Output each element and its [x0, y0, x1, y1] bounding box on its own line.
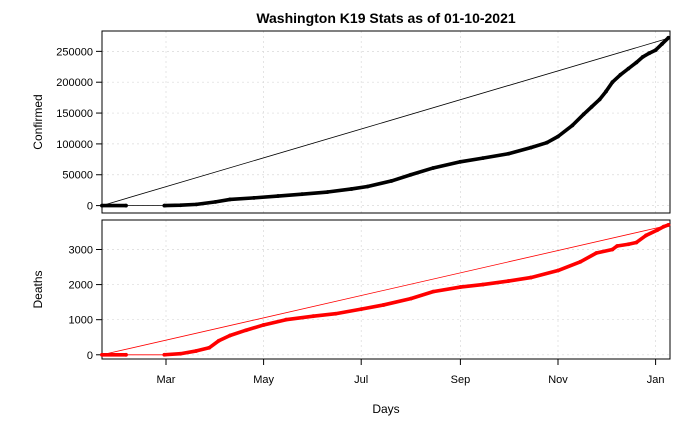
- x-tick-label-5: Jan: [647, 374, 665, 386]
- confirmed-data-point-8: [276, 194, 280, 198]
- deaths-data-point-3: [178, 351, 183, 356]
- confirmed-data-point-34: [660, 42, 664, 46]
- deaths-series-line-2: [162, 223, 671, 357]
- deaths-data-point-28: [644, 233, 648, 238]
- confirmed-y-axis-label: Confirmed: [31, 94, 45, 149]
- deaths-data-point-25: [615, 244, 620, 248]
- confirmed-data-point-0: [100, 203, 104, 208]
- x-tick-label-1: May: [253, 374, 274, 386]
- confirmed-data-point-29: [626, 66, 631, 71]
- confirmed-data-point-30: [634, 60, 639, 65]
- deaths-data-point-0: [100, 352, 104, 357]
- confirmed-data-point-19: [528, 145, 533, 150]
- deaths-plot-frame: [101, 219, 671, 360]
- deaths-data-point-30: [661, 224, 666, 229]
- confirmed-data-point-12: [365, 184, 370, 189]
- deaths-data-point-7: [228, 333, 232, 338]
- deaths-ytick-label-2: 2000: [69, 280, 93, 292]
- x-axis-label: Days: [372, 402, 399, 416]
- confirmed-series-line-2: [162, 35, 671, 208]
- confirmed-ytick-label-2: 100000: [56, 139, 93, 151]
- confirmed-data-point-27: [610, 80, 615, 85]
- confirmed-ytick-label-1: 50000: [62, 170, 93, 182]
- confirmed-reference-line: [101, 37, 671, 206]
- confirmed-data-point-3: [178, 203, 183, 208]
- confirmed-data-point-33: [653, 48, 658, 53]
- confirmed-data-point-22: [570, 123, 575, 128]
- confirmed-data-point-32: [647, 51, 652, 56]
- deaths-reference-line: [101, 224, 671, 356]
- confirmed-data-point-5: [213, 199, 218, 204]
- deaths-data-point-14: [381, 303, 386, 307]
- deaths-data-point-6: [216, 338, 221, 343]
- confirmed-data-point-20: [544, 140, 549, 145]
- x-axis: Mar May Jul Sep Nov Jan: [157, 359, 665, 386]
- confirmed-data-point-15: [431, 166, 436, 170]
- panel-deaths: 0 1000 2000 3000 Deaths: [31, 219, 671, 362]
- x-tick-label-4: Nov: [548, 374, 568, 386]
- confirmed-data-point-9: [300, 192, 304, 197]
- deaths-data-point-17: [458, 285, 463, 289]
- confirmed-data-point-21: [556, 134, 560, 139]
- confirmed-data-point-23: [581, 112, 586, 117]
- chart-title: Washington K19 Stats as of 01-10-2021: [256, 10, 516, 26]
- deaths-data-point-5: [207, 345, 212, 350]
- deaths-ytick-label-1: 1000: [69, 315, 93, 327]
- deaths-data-point-20: [528, 275, 533, 280]
- deaths-data-point-9: [261, 323, 266, 327]
- confirmed-ytick-label-3: 150000: [56, 108, 93, 120]
- confirmed-data-point-1: [124, 203, 128, 208]
- deaths-data-point-13: [359, 307, 364, 312]
- confirmed-ytick-label-5: 250000: [56, 46, 93, 58]
- deaths-data-point-22: [578, 259, 583, 264]
- confirmed-data-point-24: [589, 104, 594, 109]
- deaths-data-point-4: [194, 349, 199, 353]
- confirmed-data-point-7: [252, 195, 256, 200]
- deaths-data-point-24: [610, 247, 615, 252]
- deaths-data-point-2: [162, 352, 167, 357]
- deaths-data-point-26: [626, 242, 631, 247]
- confirmed-data-point-25: [597, 97, 602, 102]
- confirmed-data-point-16: [458, 159, 463, 164]
- confirmed-data-point-13: [389, 179, 394, 183]
- confirmed-data-point-14: [408, 172, 413, 177]
- deaths-data-point-19: [506, 279, 511, 283]
- confirmed-data-point-10: [325, 190, 330, 194]
- confirmed-data-point-4: [194, 202, 199, 207]
- confirmed-ytick-label-4: 200000: [56, 77, 93, 89]
- deaths-ytick-label-0: 0: [87, 350, 93, 362]
- deaths-data-point-27: [634, 240, 639, 245]
- deaths-data-point-18: [480, 282, 485, 287]
- panel-confirmed: 0 50000 100000 150000 200000 250000 Confirmed: [31, 30, 671, 214]
- confirmed-data-point-6: [228, 197, 232, 202]
- confirmed-data-point-26: [604, 89, 608, 94]
- deaths-data-point-29: [655, 228, 660, 233]
- confirmed-data-point-2: [162, 203, 167, 208]
- x-tick-label-2: Jul: [354, 374, 368, 386]
- deaths-y-axis-label: Deaths: [31, 270, 45, 308]
- deaths-data-point-16: [431, 289, 436, 294]
- x-tick-label-3: Sep: [451, 374, 471, 386]
- deaths-data-point-23: [594, 251, 599, 255]
- deaths-data-point-8: [244, 328, 248, 333]
- confirmed-data-point-11: [349, 187, 354, 191]
- confirmed-plot-frame: [101, 30, 671, 214]
- deaths-data-point-12: [333, 311, 338, 316]
- deaths-data-point-21: [556, 268, 560, 273]
- x-tick-label-0: Mar: [157, 374, 176, 386]
- deaths-data-point-31: [666, 223, 671, 227]
- confirmed-ytick-label-0: 0: [87, 201, 93, 213]
- deaths-data-point-15: [408, 296, 413, 301]
- deaths-ytick-label-3: 3000: [69, 244, 93, 256]
- deaths-data-point-10: [284, 317, 288, 322]
- confirmed-data-point-35: [666, 35, 671, 40]
- confirmed-data-point-31: [640, 55, 645, 59]
- deaths-data-point-11: [311, 314, 316, 319]
- confirmed-data-point-28: [618, 72, 623, 77]
- confirmed-data-point-17: [480, 156, 485, 160]
- confirmed-data-point-18: [506, 151, 511, 156]
- deaths-data-point-1: [124, 352, 128, 357]
